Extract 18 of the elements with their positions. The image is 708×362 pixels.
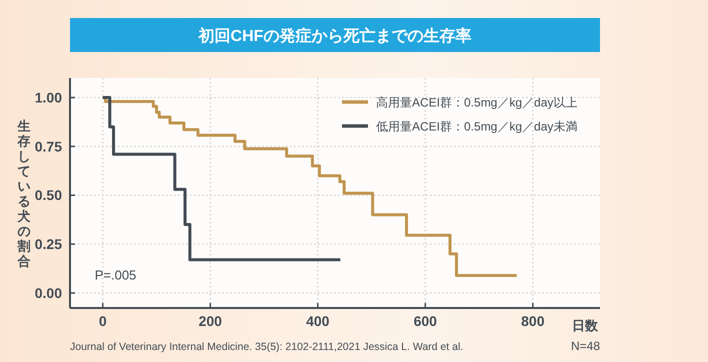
x-tick-label: 600 [414,313,438,329]
x-tick-label: 200 [198,313,222,329]
chart-title: 初回CHFの発症から死亡までの生存率 [198,26,472,45]
y-tick-label: 0.00 [34,284,62,301]
y-tick-label: 1.00 [34,90,62,106]
legend-label: 低用量ACEI群：0.5mg／kg／day未満 [376,120,578,134]
annotation: P=.005 [94,267,136,282]
text: Journal of Veterinary Internal Medicine. 35(5): 2102-2111,2021 Jessica L. Ward et al. [70,341,464,353]
legend-label: 高用量ACEI群：0.5mg／kg／day以上 [376,96,578,110]
text: N=48 [570,339,600,353]
x-tick-label: 400 [306,313,330,329]
y-tick-label: 0.75 [34,138,62,154]
x-tick-label: 0 [98,313,107,329]
text: 生存している犬の割合 [18,118,30,268]
y-tick-label: 0.50 [34,187,62,204]
y-tick-label: 0.25 [34,236,62,252]
x-axis-title: 日数 [572,318,599,333]
x-tick-label: 800 [521,313,545,329]
